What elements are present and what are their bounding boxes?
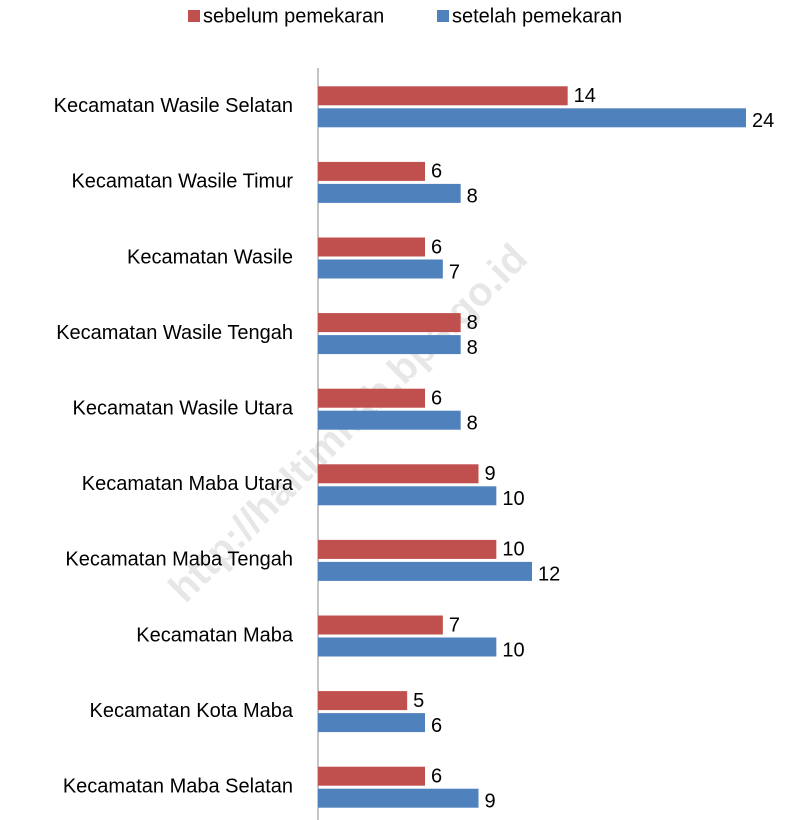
data-label: 8 [467, 312, 478, 334]
data-label: 14 [574, 85, 596, 107]
bar [318, 410, 461, 430]
bar [318, 237, 425, 257]
bar [318, 486, 497, 506]
data-label: 6 [431, 387, 442, 409]
data-label: 8 [467, 186, 478, 208]
bar [318, 464, 479, 484]
y-tick-label: Kecamatan Maba Tengah [65, 549, 293, 571]
data-label: 12 [538, 564, 560, 586]
bar [318, 637, 497, 657]
legend-label: setelah pemekaran [452, 5, 622, 27]
bar [318, 335, 461, 355]
y-tick-label: Kecamatan Wasile Selatan [54, 95, 293, 117]
data-label: 10 [502, 539, 524, 561]
data-label: 9 [485, 790, 496, 812]
legend-swatch [188, 10, 200, 22]
data-label: 10 [502, 488, 524, 510]
bar [318, 766, 425, 786]
y-tick-label: Kecamatan Maba Utara [82, 473, 294, 495]
data-label: 8 [467, 337, 478, 359]
data-label: 7 [449, 261, 460, 283]
data-label: 6 [431, 236, 442, 258]
bar [318, 313, 461, 333]
legend-swatch [437, 10, 449, 22]
data-label: 10 [502, 639, 524, 661]
legend-label: sebelum pemekaran [203, 5, 384, 27]
y-tick-label: Kecamatan Wasile Tengah [56, 322, 293, 344]
y-tick-label: Kecamatan Maba [136, 624, 294, 646]
data-label: 24 [752, 110, 774, 132]
bar [318, 691, 408, 711]
y-tick-label: Kecamatan Kota Maba [90, 700, 294, 722]
y-tick-label: Kecamatan Maba Selatan [63, 775, 293, 797]
bar [318, 86, 568, 106]
y-tick-label: Kecamatan Wasile [127, 246, 293, 268]
data-label: 6 [431, 161, 442, 183]
data-label: 9 [485, 463, 496, 485]
data-label: 6 [431, 765, 442, 787]
y-tick-label: Kecamatan Wasile Timur [71, 171, 293, 193]
data-label: 5 [413, 690, 424, 712]
bar [318, 259, 443, 279]
data-label: 7 [449, 614, 460, 636]
bar [318, 161, 425, 181]
bar [318, 788, 479, 808]
data-label: 6 [431, 715, 442, 737]
bar [318, 183, 461, 203]
bar [318, 108, 746, 128]
y-tick-label: Kecamatan Wasile Utara [73, 397, 294, 419]
bar [318, 713, 425, 733]
bar [318, 561, 532, 581]
data-label: 8 [467, 412, 478, 434]
bar [318, 615, 443, 635]
bar [318, 539, 497, 559]
bar [318, 388, 425, 408]
